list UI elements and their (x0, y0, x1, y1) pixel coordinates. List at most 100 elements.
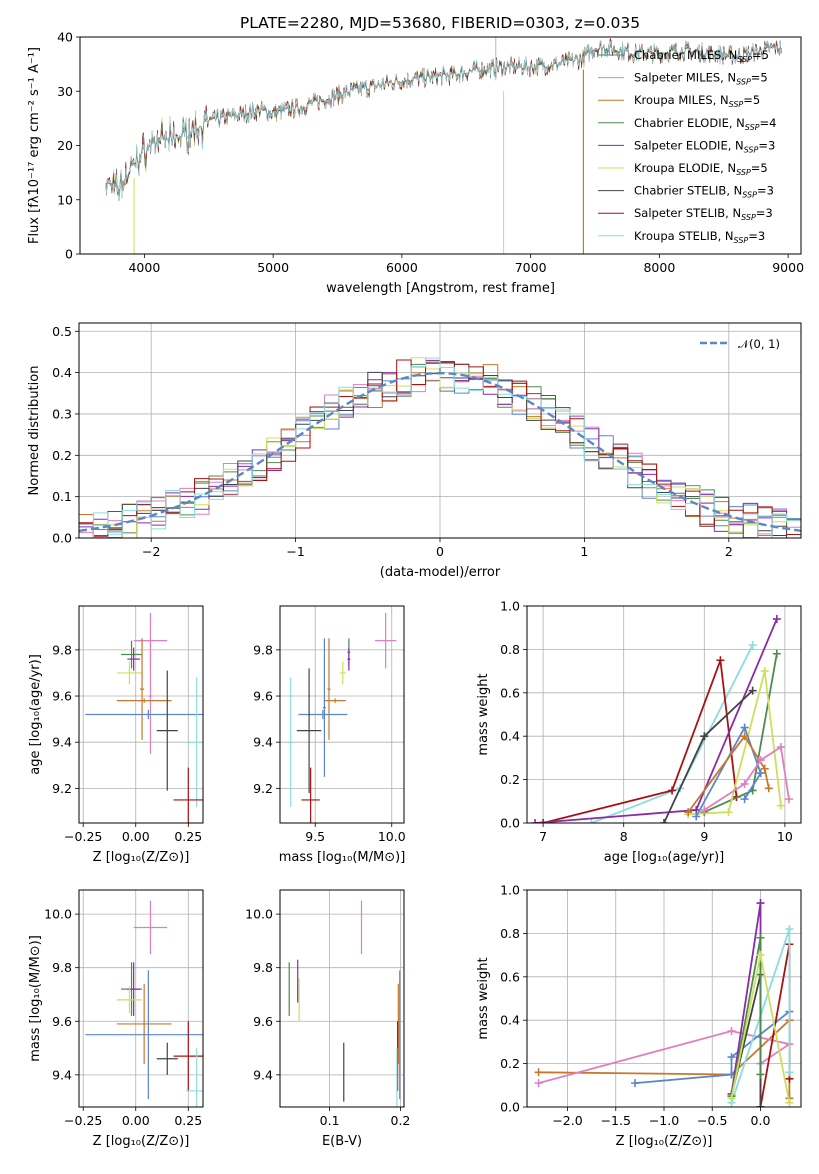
weight-marker (534, 1079, 543, 1088)
y-tick-label: 10.0 (245, 907, 273, 922)
weight-marker (660, 819, 668, 823)
weight-marker (727, 1027, 736, 1036)
weight-marker (772, 615, 781, 624)
histogram-series-6 (79, 357, 801, 538)
y-axis-label: Normed distribution (27, 366, 42, 496)
x-tick-label: −0.25 (64, 829, 102, 844)
y-tick-label: 0.5 (52, 324, 72, 339)
x-tick-label: 10 (777, 829, 793, 844)
y-tick-label: 0.8 (500, 642, 520, 657)
weight-marker (776, 801, 785, 810)
weight-marker (631, 1079, 640, 1088)
legend-label: 𝒩(0, 1) (738, 337, 780, 351)
x-axis-label: (data-model)/error (380, 565, 501, 580)
y-tick-label: 9.2 (52, 781, 72, 796)
y-tick-label: 0.2 (500, 772, 520, 787)
plot-area-mass-weight-vs-age (531, 615, 793, 823)
y-tick-label: 0.4 (52, 365, 72, 380)
legend-label: Chabrier STELIB, NSSP=3 (634, 184, 774, 200)
weight-marker (684, 808, 693, 817)
x-tick-label: 1 (580, 544, 588, 559)
x-tick-label: −2 (142, 544, 160, 559)
weight-marker (776, 743, 785, 752)
x-tick-label: 0.25 (174, 829, 202, 844)
legend-label: Salpeter ELODIE, NSSP=3 (634, 138, 775, 154)
y-tick-label: 9.6 (253, 689, 273, 704)
weight-series-4 (663, 689, 754, 823)
x-tick-label: −1.0 (649, 1113, 679, 1128)
weight-series-7 (695, 725, 762, 817)
x-axis-label: Z [log₁₀(Z/Z⊙)] (616, 1134, 713, 1149)
y-tick-label: 0.8 (500, 926, 520, 941)
weight-marker (756, 769, 765, 778)
y-tick-label: 9.4 (253, 1067, 273, 1082)
weight-marker (692, 812, 701, 821)
weight-marker (716, 656, 725, 665)
y-tick-label: 9.4 (52, 735, 72, 750)
y-tick-label: 40 (57, 30, 73, 45)
weight-marker (668, 786, 677, 795)
x-axis-label: Z [log₁₀(Z/Z⊙)] (93, 1134, 190, 1149)
weight-marker (756, 951, 765, 960)
y-tick-label: 0 (65, 247, 73, 262)
legend-label: Kroupa MILES, NSSP=5 (634, 93, 760, 109)
y-tick-label: 9.8 (253, 960, 273, 975)
weight-marker (740, 795, 749, 804)
weight-marker (784, 795, 793, 804)
x-tick-label: 5000 (257, 260, 289, 275)
y-tick-label: 0.0 (52, 531, 72, 546)
x-axis-label: Z [log₁₀(Z/Z⊙)] (93, 850, 190, 865)
panel-mass-weight-vs-Z: −2.0 −1.5 −1.0 −0.5 0.0 0.0 0.2 0.4 0.6 0.8 1.0 Z [… (476, 883, 802, 1149)
weight-series-2 (542, 659, 738, 823)
y-tick-label: 0.4 (500, 729, 520, 744)
weight-marker (785, 1098, 794, 1107)
legend-label: Kroupa ELODIE, NSSP=5 (634, 161, 768, 177)
axes-frame (78, 605, 204, 824)
x-tick-label: 9 (700, 829, 708, 844)
weight-marker (748, 641, 757, 650)
x-tick-label: 9.5 (305, 829, 325, 844)
y-tick-label: 9.8 (52, 960, 72, 975)
y-axis-label: Flux [fλ10⁻¹⁷ erg cm⁻² s⁻¹ A⁻¹] (27, 47, 42, 244)
x-tick-label: 7000 (515, 260, 547, 275)
x-tick-label: 6000 (386, 260, 418, 275)
y-tick-label: 9.4 (253, 735, 273, 750)
y-tick-label: 0.0 (500, 1100, 520, 1115)
x-tick-label: 8 (620, 829, 628, 844)
plot-area-mass-weight-vs-Z (534, 899, 794, 1107)
legend-label: Chabrier ELODIE, NSSP=4 (634, 116, 776, 132)
weight-marker (724, 808, 733, 817)
weight-marker (756, 1103, 765, 1107)
gaussian-curve (79, 371, 801, 532)
x-axis-label: age [log₁₀(age/yr)] (604, 850, 725, 865)
y-axis-label: mass weight (476, 957, 491, 1039)
weight-marker (785, 1068, 794, 1077)
x-tick-label: −0.25 (64, 1113, 102, 1128)
x-tick-label: 0.00 (122, 829, 150, 844)
y-tick-label: 10 (57, 192, 73, 207)
y-tick-label: 9.6 (52, 1014, 72, 1029)
weight-series-6 (688, 670, 782, 816)
x-tick-label: 0.1 (320, 1113, 340, 1128)
x-tick-label: 0 (436, 544, 444, 559)
plot-area-age-vs-Z (85, 612, 203, 823)
weight-marker (785, 925, 794, 934)
weight-marker (760, 667, 769, 676)
x-tick-label: 0.0 (751, 1113, 771, 1128)
plot-area-mass-vs-Z (85, 900, 203, 1107)
weight-marker (539, 819, 548, 823)
panel-age-vs-Z: −0.25 0.00 0.25 9.2 9.4 9.6 9.8 Z [log₁₀(Z/Z⊙)]… (28, 605, 204, 865)
y-tick-label: 20 (57, 138, 73, 153)
x-axis-label: E(B-V) (322, 1134, 362, 1149)
y-tick-label: 9.6 (52, 689, 72, 704)
axes-frame (279, 889, 405, 1108)
plot-area-mass-vs-EBV (288, 900, 401, 1107)
histogram-series-9 (79, 357, 801, 538)
y-axis-label: mass [log₁₀(M/M⊙)] (28, 935, 43, 1062)
panel-residual-histogram: 𝒩(0, 1) −2 −1 0 1 2 0.0 0.1 0.2 0.3 0.4 0.5 (data-mo… (27, 322, 802, 580)
x-tick-label: 8000 (643, 260, 675, 275)
y-tick-label: 10.0 (44, 907, 72, 922)
weight-marker (700, 732, 709, 741)
legend-label: Kroupa STELIB, NSSP=3 (634, 229, 765, 245)
